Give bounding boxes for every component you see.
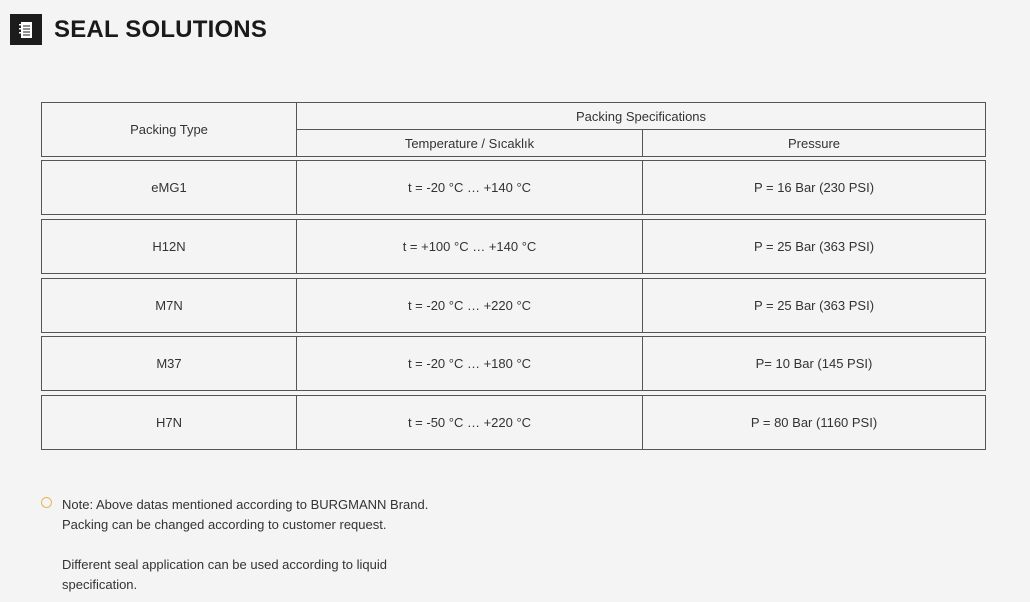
temperature-cell: t = -20 °C … +140 °C (296, 161, 642, 214)
pressure-cell: P = 25 Bar (363 PSI) (642, 220, 985, 273)
temperature-cell: t = -50 °C … +220 °C (296, 396, 642, 449)
notebook-icon (10, 14, 42, 45)
note-text: Note: Above datas mentioned according to… (62, 495, 428, 595)
header-packing-type: Packing Type (130, 122, 208, 137)
pressure-cell: P= 10 Bar (145 PSI) (642, 337, 985, 390)
circle-bullet-icon (41, 497, 52, 508)
packing-type-cell: M7N (155, 298, 183, 313)
packing-type-cell: H7N (155, 415, 182, 430)
temperature-cell: t = -20 °C … +180 °C (296, 337, 642, 390)
packing-type-cell: eMG1 (151, 180, 187, 195)
header-pressure: Pressure (642, 130, 985, 156)
packing-type-cell: H12N (152, 239, 186, 254)
table-header: Packing Type Packing Specifications Temp… (41, 102, 986, 157)
page-title: SEAL SOLUTIONS (54, 15, 268, 43)
note-line: Packing can be changed according to cust… (62, 517, 387, 532)
temperature-cell: t = +100 °C … +140 °C (296, 220, 642, 273)
table-row: M37 t = -20 °C … +180 °C P= 10 Bar (145 … (41, 336, 986, 391)
header-packing-specifications: Packing Specifications (296, 103, 985, 130)
table-row: eMG1 t = -20 °C … +140 °C P = 16 Bar (23… (41, 160, 986, 215)
pressure-cell: P = 16 Bar (230 PSI) (642, 161, 985, 214)
table-row: H12N t = +100 °C … +140 °C P = 25 Bar (3… (41, 219, 986, 274)
pressure-cell: P = 80 Bar (1160 PSI) (642, 396, 985, 449)
header-temperature: Temperature / Sıcaklık (296, 130, 642, 156)
note-line: Different seal application can be used a… (62, 557, 387, 572)
table-row: H7N t = -50 °C … +220 °C P = 80 Bar (116… (41, 395, 986, 450)
temperature-cell: t = -20 °C … +220 °C (296, 279, 642, 332)
table-row: M7N t = -20 °C … +220 °C P = 25 Bar (363… (41, 278, 986, 333)
pressure-cell: P = 25 Bar (363 PSI) (642, 279, 985, 332)
packing-type-cell: M37 (156, 356, 182, 371)
note-line: Note: Above datas mentioned according to… (62, 497, 429, 512)
page-header: SEAL SOLUTIONS (10, 14, 267, 45)
note-line: specification. (62, 577, 138, 592)
